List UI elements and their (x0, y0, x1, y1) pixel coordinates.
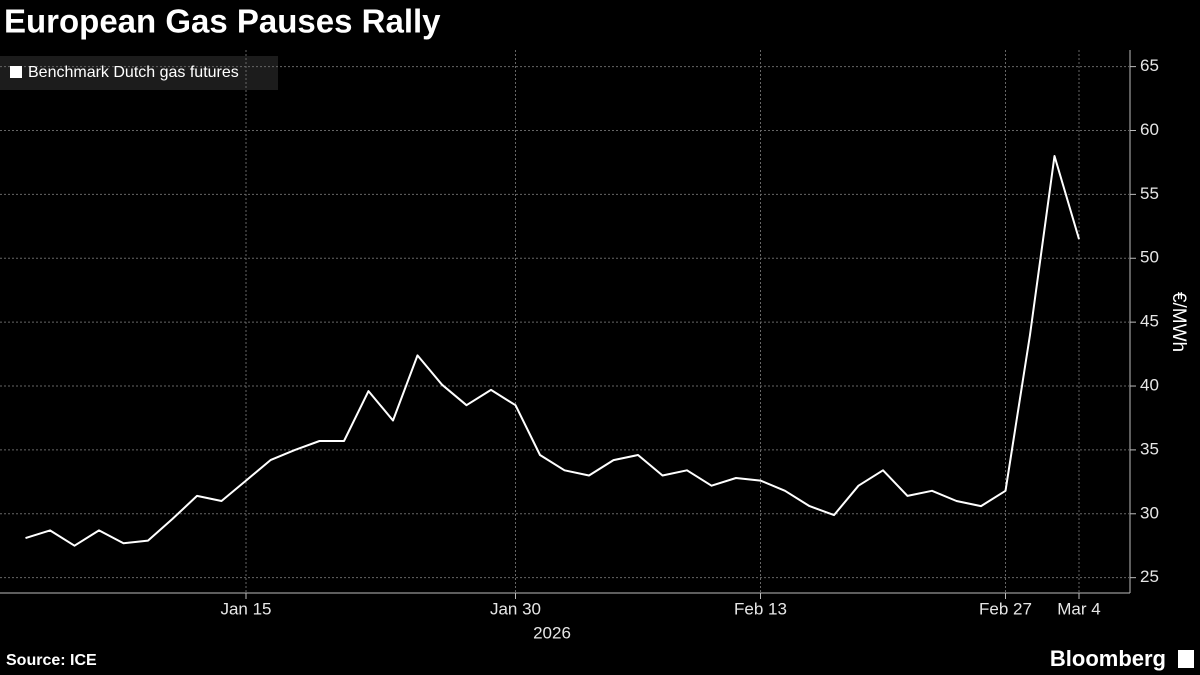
legend-swatch (10, 66, 22, 78)
x-tick-label: Jan 15 (220, 599, 271, 618)
x-tick-label: Feb 27 (979, 599, 1032, 618)
legend-box (0, 56, 278, 90)
x-tick-label: Feb 13 (734, 599, 787, 618)
y-tick-label: 50 (1140, 248, 1159, 267)
y-axis-label: €/MWh (1168, 292, 1189, 352)
y-tick-label: 25 (1140, 567, 1159, 586)
y-tick-label: 65 (1140, 56, 1159, 75)
y-tick-label: 35 (1140, 439, 1159, 458)
y-tick-label: 40 (1140, 376, 1159, 395)
y-tick-label: 45 (1140, 312, 1159, 331)
chart-title: European Gas Pauses Rally (4, 3, 441, 40)
y-tick-label: 60 (1140, 120, 1159, 139)
x-tick-label: Jan 30 (490, 599, 541, 618)
legend-label: Benchmark Dutch gas futures (28, 64, 239, 81)
data-line (25, 155, 1080, 547)
logo: Bloomberg (1050, 646, 1166, 671)
x-axis-year: 2026 (533, 623, 571, 642)
source: Source: ICE (6, 652, 97, 669)
y-tick-label: 30 (1140, 503, 1159, 522)
logo-icon (1178, 650, 1194, 668)
y-tick-label: 55 (1140, 184, 1159, 203)
x-tick-label: Mar 4 (1057, 599, 1100, 618)
